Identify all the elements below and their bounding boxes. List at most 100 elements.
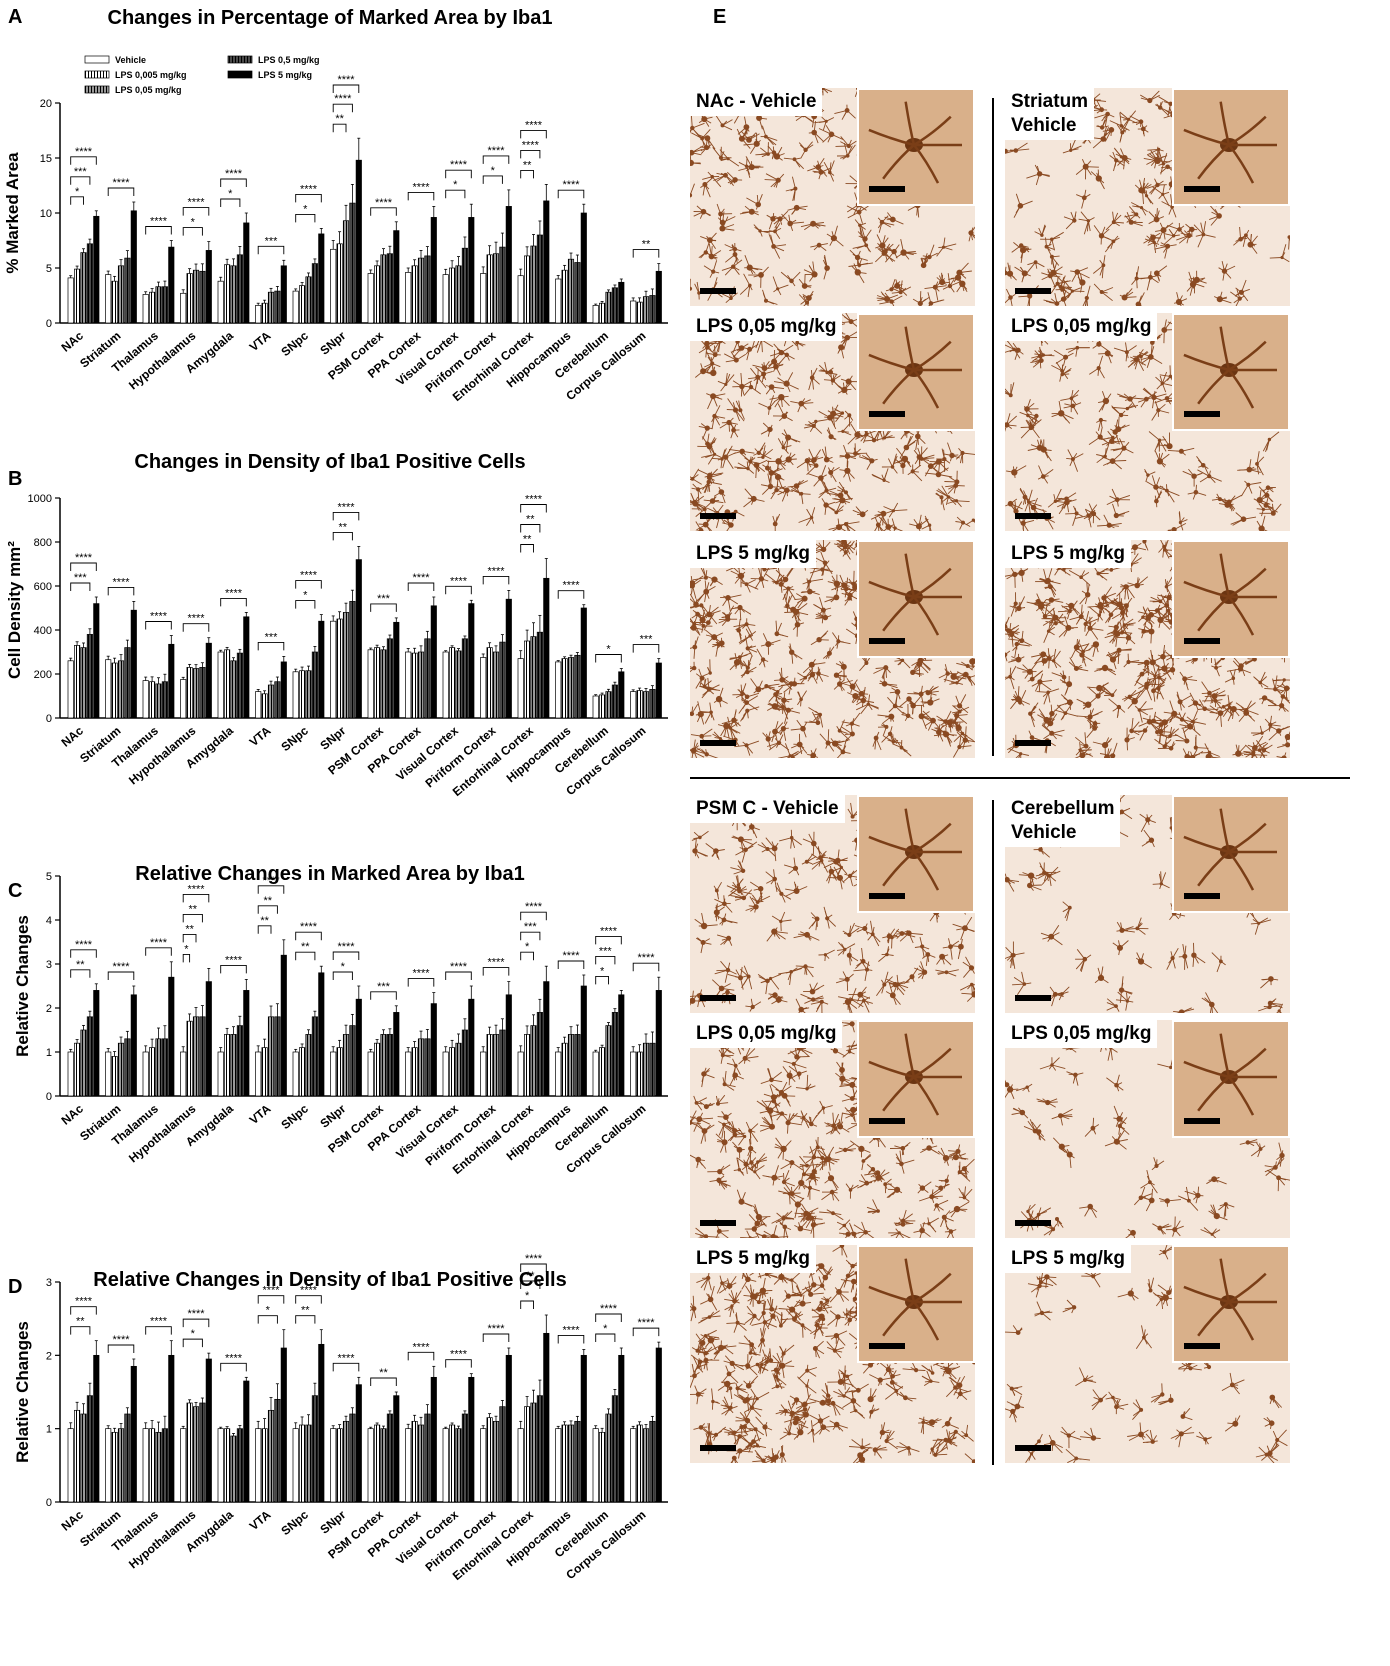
bar	[186, 1402, 193, 1503]
significance-label: ****	[225, 954, 243, 966]
significance-label: ****	[337, 1352, 355, 1364]
bar	[567, 1034, 575, 1097]
x-tick-label: SNpc	[278, 723, 311, 754]
bar	[411, 1047, 418, 1097]
significance-label: ****	[187, 1308, 205, 1320]
significance-bracket	[182, 227, 203, 236]
significance-bracket	[482, 155, 510, 164]
bar	[67, 277, 74, 324]
scale-bar	[700, 288, 736, 294]
bar	[649, 689, 656, 719]
bar	[618, 671, 625, 719]
panel-letter-d: D	[8, 1276, 23, 1298]
x-tick-label: NAc	[59, 723, 87, 749]
bar	[468, 998, 475, 1097]
bar	[342, 1420, 350, 1503]
bar	[243, 990, 250, 1097]
bar	[561, 269, 568, 324]
bar	[499, 1029, 506, 1097]
bar	[536, 1395, 543, 1503]
bar	[93, 1354, 100, 1503]
inset-scale-bar	[1184, 186, 1220, 192]
significance-label: ****	[487, 1323, 505, 1335]
significance-label: ****	[562, 580, 580, 592]
micrograph-tile: LPS 5 mg/kg	[690, 1245, 975, 1463]
bar	[367, 273, 374, 324]
bar	[424, 1413, 431, 1503]
microglia-cell	[1183, 808, 1277, 891]
significance-label: **	[379, 1367, 388, 1379]
significance-label: ****	[225, 587, 243, 599]
bar	[117, 265, 125, 324]
significance-label: ****	[262, 875, 280, 887]
significance-label: **	[260, 915, 269, 927]
significance-bracket	[595, 975, 609, 985]
bar	[374, 1424, 381, 1503]
bar	[330, 1428, 337, 1503]
significance-bracket	[332, 511, 360, 521]
bar	[168, 246, 175, 324]
significance-label: ***	[599, 945, 613, 957]
significance-bracket	[220, 198, 241, 207]
bar	[168, 643, 175, 719]
bar	[161, 286, 168, 324]
chart-title: Changes in Percentage of Marked Area by …	[108, 7, 553, 29]
bar	[243, 616, 250, 719]
bar	[292, 1428, 299, 1503]
significance-label: ****	[450, 1349, 468, 1361]
bar	[530, 1025, 537, 1097]
microglia-cell	[1183, 553, 1277, 636]
significance-bracket	[595, 935, 622, 945]
bar	[230, 1435, 237, 1503]
significance-bracket	[407, 582, 435, 591]
micrograph-inset	[857, 795, 975, 913]
chart-4: Relative Changes in Density of Iba1 Posi…	[13, 1253, 668, 1583]
bar	[611, 1395, 618, 1503]
bar	[267, 291, 275, 324]
bar	[374, 647, 381, 719]
significance-bracket	[557, 189, 585, 199]
y-tick-label: 0	[46, 1497, 52, 1509]
bar	[367, 649, 374, 719]
significance-bracket	[70, 176, 91, 185]
bar	[430, 1376, 437, 1503]
significance-label: ****	[112, 576, 130, 588]
bar	[236, 254, 243, 324]
bar	[517, 1428, 524, 1503]
bar	[186, 1020, 193, 1097]
significance-bracket	[220, 1362, 247, 1372]
scale-bar	[1015, 995, 1051, 1001]
bar	[599, 1047, 606, 1097]
panel-letter-a: A	[8, 6, 23, 28]
bar	[274, 1398, 281, 1503]
bar	[405, 1428, 412, 1503]
significance-label: **	[642, 239, 651, 251]
bar	[649, 295, 656, 324]
bar	[580, 1354, 587, 1503]
scale-bar	[700, 1445, 736, 1451]
bar	[543, 200, 550, 324]
y-tick-label: 800	[34, 537, 52, 549]
bar	[367, 1051, 374, 1097]
significance-label: ****	[75, 939, 93, 951]
bar	[355, 1384, 362, 1503]
bar	[468, 603, 475, 719]
significance-bracket	[220, 964, 247, 974]
bar	[342, 612, 350, 719]
bar	[161, 1038, 168, 1097]
bar	[224, 649, 231, 719]
significance-label: ****	[412, 1341, 430, 1353]
bar	[124, 1413, 131, 1503]
bar	[442, 274, 449, 324]
bar	[393, 1012, 400, 1097]
significance-label: ****	[600, 925, 618, 937]
bar	[86, 1395, 93, 1503]
significance-label: ***	[74, 572, 88, 584]
scale-bar	[700, 740, 736, 746]
bar	[330, 1051, 337, 1097]
bar	[430, 1003, 437, 1097]
micrograph-inset	[1172, 88, 1290, 206]
bar	[524, 255, 531, 324]
significance-bracket	[445, 585, 472, 595]
bar	[205, 250, 212, 324]
